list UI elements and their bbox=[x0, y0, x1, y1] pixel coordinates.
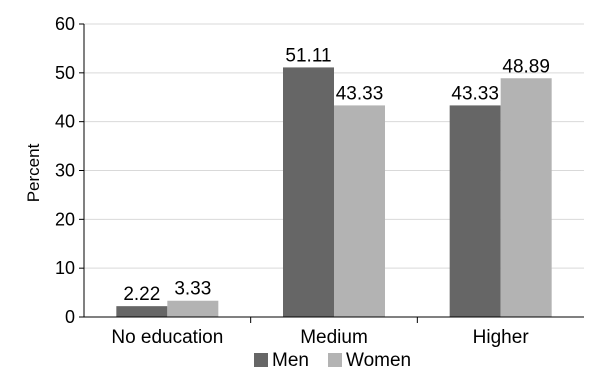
legend-label-men: Men bbox=[272, 350, 309, 371]
data-label-women-2: 48.89 bbox=[502, 56, 550, 77]
bar-women-1 bbox=[334, 105, 385, 317]
data-label-women-1: 43.33 bbox=[336, 83, 384, 104]
legend-swatch-women bbox=[328, 353, 342, 367]
y-tick-label: 20 bbox=[55, 209, 75, 229]
y-tick-label: 40 bbox=[55, 112, 75, 132]
legend-swatch-men bbox=[254, 353, 268, 367]
data-label-women-0: 3.33 bbox=[174, 279, 211, 300]
x-category-label: Medium bbox=[300, 327, 368, 348]
bar-women-2 bbox=[500, 78, 552, 317]
data-label-men-1: 51.11 bbox=[285, 45, 331, 66]
y-tick-label: 30 bbox=[55, 161, 75, 181]
bars bbox=[116, 67, 552, 317]
bar-women-0 bbox=[167, 300, 219, 317]
legend: Men Women bbox=[254, 350, 411, 371]
y-tick-label: 50 bbox=[55, 63, 75, 83]
bar-men-2 bbox=[449, 105, 501, 317]
bar-men-0 bbox=[116, 306, 168, 317]
axes bbox=[79, 23, 584, 323]
y-tick-label: 0 bbox=[65, 307, 75, 327]
x-category-label: No education bbox=[111, 327, 223, 348]
x-category-label: Higher bbox=[473, 327, 530, 348]
bar-men-1 bbox=[283, 67, 334, 317]
data-label-men-2: 43.33 bbox=[451, 83, 499, 104]
data-label-men-0: 2.22 bbox=[123, 284, 160, 305]
y-tick-label: 10 bbox=[55, 258, 75, 278]
y-axis-title: Percent bbox=[24, 143, 43, 202]
y-tick-label: 60 bbox=[55, 14, 75, 34]
legend-label-women: Women bbox=[346, 350, 411, 371]
